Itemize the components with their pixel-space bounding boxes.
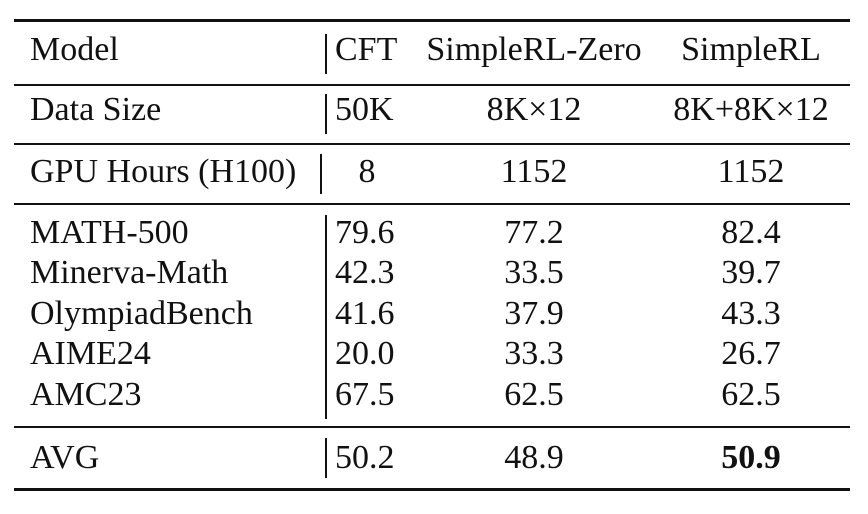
cell-value: 1152 [500, 153, 568, 190]
cell-value: 39.7 [721, 254, 781, 291]
cell-value: 79.6 [335, 214, 395, 251]
gpu-rule [14, 203, 850, 205]
cell-value: 8K×12 [486, 91, 582, 128]
header-simplerl-zero: SimpleRL-Zero [426, 31, 642, 68]
cell-value: 82.4 [721, 214, 781, 251]
cell-value: 20.0 [335, 335, 395, 372]
datasize-rule [14, 143, 850, 145]
cell-value: 50.2 [335, 439, 395, 476]
cell-value: 62.5 [504, 376, 564, 413]
row-label: OlympiadBench [30, 295, 253, 332]
cell-value: 8 [358, 153, 376, 190]
row-label: GPU Hours (H100) [30, 153, 297, 190]
row-label: MATH-500 [30, 214, 189, 251]
top-rule [14, 19, 850, 22]
bottom-rule [14, 488, 850, 491]
row-label: AVG [30, 439, 100, 476]
column-separator [325, 94, 327, 134]
cell-value: 33.3 [504, 335, 564, 372]
header-rule [14, 84, 850, 86]
cell-value: 67.5 [335, 376, 395, 413]
column-separator [320, 154, 322, 194]
header-cft: CFT [335, 31, 398, 68]
benchmarks-rule [14, 426, 850, 428]
cell-value: 48.9 [504, 439, 564, 476]
cell-value: 8K+8K×12 [673, 91, 829, 128]
cell-value: 62.5 [721, 376, 781, 413]
cell-value: 1152 [717, 153, 785, 190]
column-separator [325, 215, 327, 419]
cell-value: 37.9 [504, 295, 564, 332]
column-separator [325, 34, 327, 74]
row-label: AMC23 [30, 376, 142, 413]
best-value: 50.9 [721, 439, 781, 476]
cell-value: 43.3 [721, 295, 781, 332]
cell-value: 26.7 [721, 335, 781, 372]
cell-value: 77.2 [504, 214, 564, 251]
header-simplerl: SimpleRL [681, 31, 821, 68]
cell-value: 33.5 [504, 254, 564, 291]
cell-value: 50K [335, 91, 394, 128]
column-separator [325, 438, 327, 478]
row-label: Data Size [30, 91, 162, 128]
cell-value: 41.6 [335, 295, 395, 332]
header-model: Model [30, 31, 119, 68]
row-label: AIME24 [30, 335, 151, 372]
cell-value: 42.3 [335, 254, 395, 291]
row-label: Minerva-Math [30, 254, 229, 291]
